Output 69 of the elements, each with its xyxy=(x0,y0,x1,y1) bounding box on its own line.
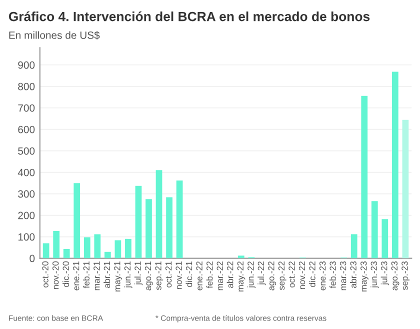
y-tick-label: 900 xyxy=(18,61,35,69)
x-tick-label: mar.-21 xyxy=(94,261,100,290)
x-tick-label: feb.-23 xyxy=(329,261,336,288)
bar xyxy=(350,234,358,258)
x-tick-label: dic.-22 xyxy=(308,261,316,287)
y-tick-label: 300 xyxy=(18,190,35,198)
x-tick-label: mar.-22 xyxy=(216,261,223,290)
x-tick-label: ago.-23 xyxy=(391,261,400,290)
y-tick-label: 100 xyxy=(18,233,35,241)
x-tick-label: jun.-21 xyxy=(124,261,132,288)
x-tick-label: dic.-21 xyxy=(186,261,192,287)
bar xyxy=(371,201,378,258)
chart-title: Gráfico 4. Intervención del BCRA en el mercado de bonos xyxy=(8,11,370,22)
x-tick-label: ene.-22 xyxy=(196,261,202,290)
x-tick-label: nov.-20 xyxy=(52,261,59,289)
x-tick-label: ago.-22 xyxy=(268,261,276,290)
x-tick-label: nov.-21 xyxy=(176,261,182,289)
bar xyxy=(361,96,368,258)
x-tick-label: oct.-21 xyxy=(165,261,172,288)
x-tick-label: jun.-22 xyxy=(247,261,256,288)
bar xyxy=(238,256,244,258)
bar xyxy=(166,197,172,258)
x-tick-label: abr.-21 xyxy=(104,261,110,288)
x-tick-label: feb.-22 xyxy=(206,261,213,288)
bar xyxy=(392,72,398,258)
x-tick-label: abr.-22 xyxy=(226,261,234,288)
y-tick-label: 700 xyxy=(18,104,35,112)
x-tick-label: oct.-20 xyxy=(42,261,48,288)
x-tick-label: ene.-23 xyxy=(319,261,326,290)
x-tick-label: jun.-23 xyxy=(370,261,379,288)
bar xyxy=(156,170,162,258)
x-tick-label: sep.-23 xyxy=(402,261,410,290)
x-tick-label: may.-22 xyxy=(237,261,246,292)
x-tick-label: sep.-21 xyxy=(155,261,164,290)
bar xyxy=(114,240,122,258)
x-tick-label: ene.-21 xyxy=(73,261,80,290)
x-tick-label: nov.-22 xyxy=(298,261,306,289)
x-tick-label: feb.-21 xyxy=(83,261,90,288)
bar xyxy=(146,199,152,258)
y-tick-label: 500 xyxy=(18,147,35,155)
x-tick-label: sep.-22 xyxy=(278,261,286,290)
y-tick-label: 800 xyxy=(18,82,35,90)
y-tick-label: 200 xyxy=(18,212,35,220)
y-tick-label: 600 xyxy=(18,126,35,134)
bar xyxy=(402,120,409,258)
y-tick-label: 400 xyxy=(18,168,35,176)
bar xyxy=(135,186,142,258)
x-tick-label: may.-21 xyxy=(114,261,122,292)
bar xyxy=(104,252,111,258)
bar xyxy=(42,243,50,258)
x-tick-label: oct.-22 xyxy=(288,261,295,288)
bar xyxy=(53,230,60,258)
bar xyxy=(94,234,101,258)
x-tick-label: mar.-23 xyxy=(340,261,346,290)
bar xyxy=(125,238,132,258)
bar xyxy=(382,219,388,258)
x-tick-label: abr.-23 xyxy=(350,261,356,288)
x-tick-label: may.-23 xyxy=(360,261,368,292)
bar xyxy=(84,237,90,258)
y-tick-label: 0 xyxy=(30,254,35,262)
chart-subtitle: En millones de US$ xyxy=(9,31,100,40)
bar xyxy=(63,249,70,258)
x-tick-label: ago.-21 xyxy=(144,261,153,290)
bar xyxy=(176,180,183,258)
x-tick-label: jul.-23 xyxy=(380,261,389,286)
bar xyxy=(74,183,80,258)
x-tick-label: dic.-20 xyxy=(62,261,69,287)
x-tick-label: jul.-21 xyxy=(134,261,143,286)
x-tick-label: jul.-22 xyxy=(258,261,266,286)
